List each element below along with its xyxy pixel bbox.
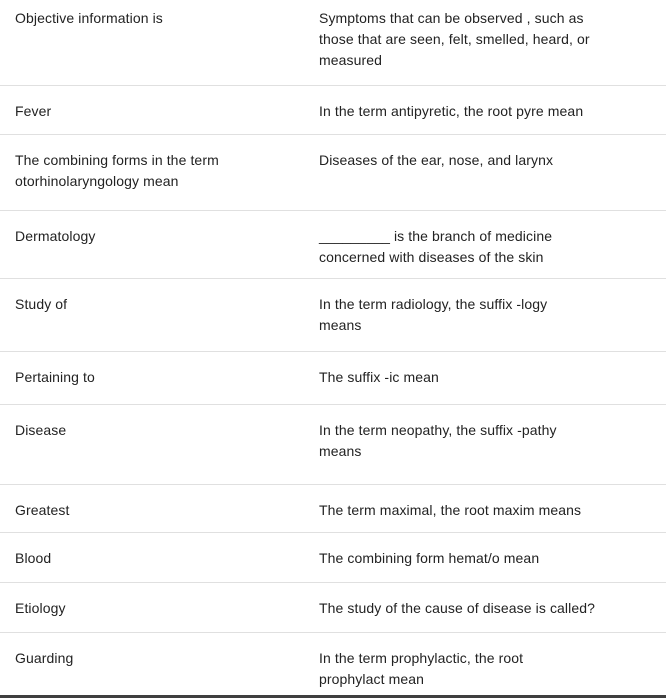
- term-cell: Etiology: [15, 600, 66, 616]
- definition-cell: Diseases of the ear, nose, and larynx: [319, 152, 554, 168]
- term-cell: Blood: [15, 550, 52, 566]
- definition-cell: The term maximal, the root maxim means: [319, 502, 582, 518]
- table-row: Objective information is Symptoms that c…: [0, 0, 666, 86]
- table-row: Pertaining to The suffix -ic mean: [0, 352, 666, 405]
- definition-cell: In the term antipyretic, the root pyre m…: [319, 103, 584, 119]
- table-row: Etiology The study of the cause of disea…: [0, 583, 666, 633]
- term-cell: Objective information is: [15, 10, 163, 26]
- definition-cell: In the term neopathy, the suffix -pathy …: [319, 422, 557, 459]
- table-row: Disease In the term neopathy, the suffix…: [0, 405, 666, 485]
- table-row: The combining forms in the term otorhino…: [0, 135, 666, 211]
- table-row: Dermatology _________ is the branch of m…: [0, 211, 666, 279]
- term-cell: Fever: [15, 103, 52, 119]
- table-row: Blood The combining form hemat/o mean: [0, 533, 666, 583]
- term-cell: Dermatology: [15, 228, 96, 244]
- table-row: Guarding In the term prophylactic, the r…: [0, 633, 666, 696]
- definition-cell: In the term prophylactic, the root proph…: [319, 650, 524, 687]
- term-cell: Greatest: [15, 502, 70, 518]
- definition-cell: _________ is the branch of medicine conc…: [319, 228, 553, 265]
- table-row: Fever In the term antipyretic, the root …: [0, 86, 666, 135]
- definition-cell: In the term radiology, the suffix -logy …: [319, 296, 548, 333]
- term-cell: Pertaining to: [15, 369, 95, 385]
- bottom-edge-bar: [0, 695, 666, 698]
- definition-cell: Symptoms that can be observed , such as …: [319, 10, 590, 68]
- term-cell: Study of: [15, 296, 68, 312]
- definition-cell: The study of the cause of disease is cal…: [319, 600, 596, 616]
- term-cell: The combining forms in the term otorhino…: [15, 152, 219, 189]
- term-cell: Guarding: [15, 650, 74, 666]
- table-row: Greatest The term maximal, the root maxi…: [0, 485, 666, 533]
- definition-cell: The suffix -ic mean: [319, 369, 439, 385]
- term-cell: Disease: [15, 422, 67, 438]
- definition-cell: The combining form hemat/o mean: [319, 550, 540, 566]
- table-row: Study of In the term radiology, the suff…: [0, 279, 666, 352]
